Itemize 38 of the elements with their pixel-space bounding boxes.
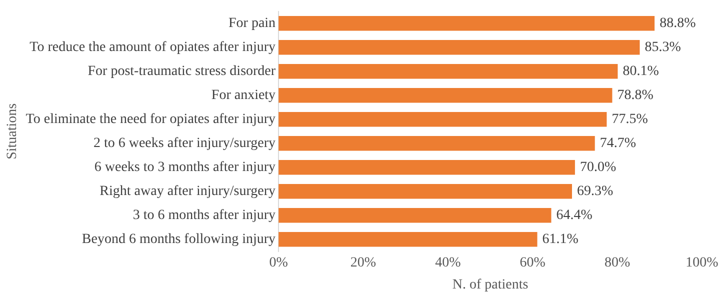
y-tick-label: 2 to 6 weeks after injury/surgery xyxy=(93,136,276,152)
data-label: 88.8% xyxy=(660,16,696,32)
data-label: 80.1% xyxy=(622,64,660,80)
data-label: 74.7% xyxy=(600,136,636,152)
bar xyxy=(278,136,595,151)
x-axis-title: N. of patients xyxy=(452,277,528,292)
bar xyxy=(278,160,575,175)
y-tick-label: For pain xyxy=(228,16,276,32)
y-tick-label: To reduce the amount of opiates after injury xyxy=(30,40,276,56)
data-label: 69.3% xyxy=(577,184,614,200)
bar xyxy=(278,40,640,55)
y-tick-label: Right away after injury/surgery xyxy=(100,184,276,200)
bar xyxy=(278,232,538,247)
x-tick-label: 60% xyxy=(520,255,546,270)
x-tick-label: 80% xyxy=(604,255,630,270)
y-tick-label: 6 weeks to 3 months after injury xyxy=(94,160,276,176)
x-tick-label: 0% xyxy=(269,255,288,270)
data-label: 70.0% xyxy=(580,160,616,176)
bar xyxy=(278,184,572,199)
y-tick-label: For post-traumatic stress disorder xyxy=(88,64,276,80)
bar xyxy=(278,88,612,103)
data-label: 85.3% xyxy=(644,40,682,56)
bar xyxy=(278,208,552,223)
bar xyxy=(278,112,607,127)
y-tick-label: 3 to 6 months after injury xyxy=(132,208,276,224)
y-tick-label: To eliminate the need for opiates after injury xyxy=(26,112,276,128)
y-tick-label: Beyond 6 months following injury xyxy=(82,232,276,248)
bar xyxy=(278,16,655,31)
data-label: 64.4% xyxy=(556,208,593,224)
data-label: 78.8% xyxy=(617,88,654,104)
x-tick-label: 40% xyxy=(435,255,462,270)
data-label: 77.5% xyxy=(612,112,648,128)
y-tick-label: For anxiety xyxy=(211,88,276,104)
x-tick-label: 100% xyxy=(686,255,719,270)
bar xyxy=(278,64,618,79)
data-label: 61.1% xyxy=(542,232,579,248)
y-axis-title: Situations xyxy=(5,103,20,160)
x-tick-label: 20% xyxy=(350,255,376,270)
